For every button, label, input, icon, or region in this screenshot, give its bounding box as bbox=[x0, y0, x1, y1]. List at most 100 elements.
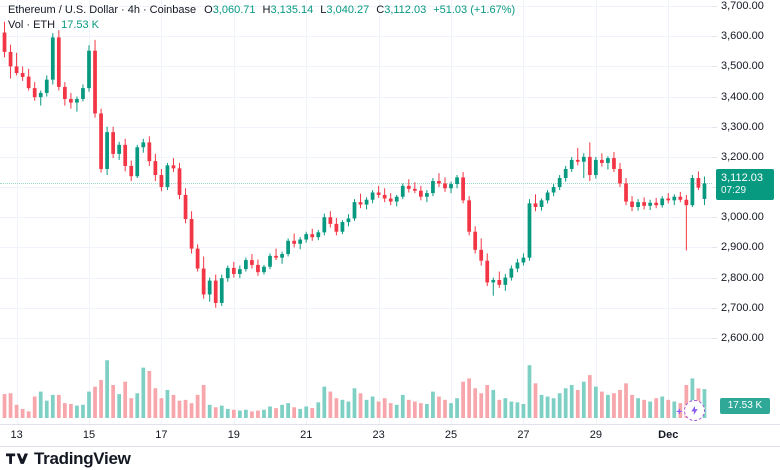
volume-bar bbox=[20, 408, 25, 418]
price-axis[interactable]: 3,700.00 3,600.00 3,500.00 3,400.00 3,300.00… bbox=[712, 0, 780, 424]
volume-bar bbox=[533, 383, 538, 418]
volume-bar bbox=[322, 386, 327, 418]
candle-body bbox=[69, 98, 73, 103]
candle-body bbox=[406, 185, 411, 189]
candle-body bbox=[539, 200, 544, 207]
event-plus-icon: + bbox=[676, 407, 683, 418]
price-tick-label: 2,900.00 bbox=[721, 241, 764, 254]
candle-body bbox=[105, 132, 109, 169]
volume-bar bbox=[527, 365, 532, 418]
volume-bar bbox=[563, 388, 568, 418]
volume-bar bbox=[509, 401, 514, 418]
price-tick-mark bbox=[712, 337, 717, 339]
grid-line-horizontal bbox=[0, 6, 712, 8]
price-tick-label: 2,700.00 bbox=[721, 301, 764, 314]
candle-body bbox=[99, 113, 103, 169]
candle-body bbox=[654, 202, 659, 206]
volume-bar bbox=[660, 396, 665, 418]
volume-bar bbox=[195, 394, 200, 418]
volume-bar bbox=[449, 403, 453, 418]
candle-body bbox=[177, 168, 182, 195]
current-price-line bbox=[0, 183, 712, 185]
volume-bar bbox=[262, 409, 266, 418]
candle-body bbox=[479, 249, 484, 261]
candle-body bbox=[129, 165, 134, 177]
candle-body bbox=[696, 178, 701, 188]
candle-body bbox=[533, 203, 538, 207]
volume-bar bbox=[467, 378, 472, 418]
volume-bar bbox=[648, 401, 653, 418]
grid-line-vertical bbox=[89, 0, 90, 424]
candle-body bbox=[600, 159, 604, 163]
candle-body bbox=[244, 260, 248, 270]
volume-bar bbox=[672, 401, 677, 418]
candle-body bbox=[473, 231, 478, 250]
price-tick-mark bbox=[712, 156, 717, 158]
time-tick-label: 21 bbox=[300, 429, 313, 441]
volume-bar bbox=[334, 398, 339, 418]
candle-body bbox=[370, 192, 375, 200]
current-price-badge[interactable]: 3,112.03 07:29 bbox=[716, 169, 774, 201]
volume-bar bbox=[370, 396, 375, 418]
footer-branding[interactable]: TradingView bbox=[6, 448, 131, 470]
candlestick-series[interactable] bbox=[0, 0, 712, 424]
candle-body bbox=[231, 267, 236, 274]
volume-bar bbox=[666, 399, 671, 418]
volume-bar bbox=[569, 385, 574, 418]
volume-bar bbox=[491, 389, 496, 418]
chart-pane[interactable] bbox=[0, 0, 712, 424]
volume-bar bbox=[219, 405, 224, 418]
candle-body bbox=[358, 202, 363, 205]
candle-body bbox=[147, 142, 152, 162]
candle-body bbox=[636, 202, 640, 207]
candle-body bbox=[117, 144, 122, 154]
volume-bar bbox=[642, 399, 646, 418]
time-tick-label: 19 bbox=[227, 429, 240, 441]
candle-body bbox=[87, 50, 91, 89]
candle-body bbox=[491, 280, 496, 283]
grid-line-vertical bbox=[306, 0, 307, 424]
volume-value-badge[interactable]: 17.53 K bbox=[720, 398, 770, 414]
time-tick-label: 29 bbox=[589, 429, 602, 441]
candle-body bbox=[437, 181, 441, 184]
volume-bar bbox=[618, 389, 622, 418]
volume-bar bbox=[153, 388, 158, 418]
grid-line-horizontal bbox=[0, 66, 712, 68]
price-tick-label: 3,200.00 bbox=[721, 150, 764, 163]
time-tick-label: 17 bbox=[155, 429, 168, 441]
candle-body bbox=[316, 232, 321, 238]
grid-line-vertical bbox=[668, 0, 669, 424]
volume-bar bbox=[593, 386, 598, 418]
volume-bar bbox=[636, 398, 640, 418]
volume-bar bbox=[189, 403, 194, 418]
economic-event-marker[interactable] bbox=[684, 400, 706, 421]
volume-bar bbox=[177, 400, 182, 418]
price-tick-mark bbox=[712, 6, 717, 8]
candle-body bbox=[660, 198, 665, 206]
volume-bar bbox=[105, 360, 109, 418]
candle-body bbox=[425, 193, 429, 197]
grid-line-vertical bbox=[234, 0, 235, 424]
grid-line-horizontal bbox=[0, 307, 712, 309]
time-tick-label: 15 bbox=[82, 429, 96, 441]
price-tick-mark bbox=[712, 247, 717, 249]
candle-body bbox=[62, 86, 67, 99]
price-tick-label: 3,300.00 bbox=[721, 120, 764, 133]
volume-bar bbox=[678, 403, 683, 418]
volume-bar bbox=[412, 401, 417, 418]
volume-bar bbox=[292, 407, 297, 418]
tradingview-wordmark: TradingView bbox=[34, 449, 131, 468]
volume-bar bbox=[515, 402, 520, 418]
volume-bar bbox=[497, 399, 502, 418]
grid-line-vertical bbox=[451, 0, 452, 424]
time-axis[interactable]: 13 15 17 19 21 23 25 27 29 Dec bbox=[0, 424, 780, 447]
candle-body bbox=[195, 248, 200, 269]
tradingview-logo-icon bbox=[6, 453, 28, 464]
candle-body bbox=[394, 196, 399, 202]
volume-bar bbox=[587, 375, 592, 418]
candle-body bbox=[56, 37, 61, 87]
volume-bar bbox=[87, 391, 91, 418]
candle-body bbox=[159, 175, 164, 188]
volume-bar bbox=[8, 393, 13, 418]
candle-body bbox=[684, 199, 689, 206]
